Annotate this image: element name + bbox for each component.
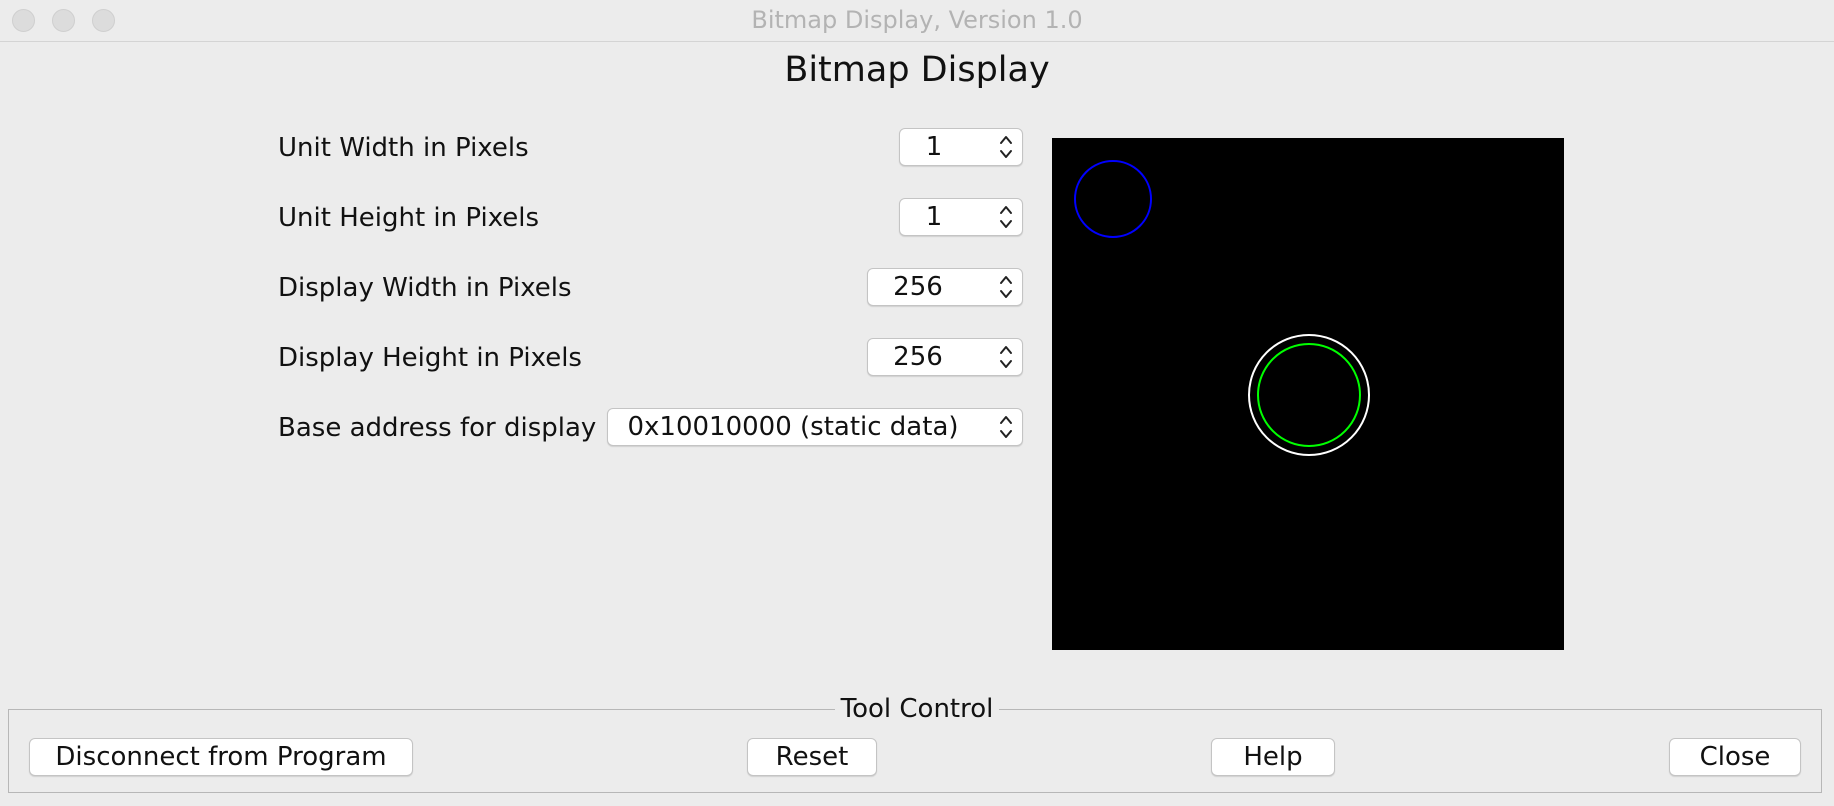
title-bar: Bitmap Display, Version 1.0	[0, 0, 1834, 42]
chevron-updown-icon[interactable]	[998, 412, 1014, 442]
unit-width-label: Unit Width in Pixels	[278, 133, 529, 163]
base-address-label: Base address for display	[278, 413, 597, 443]
display-height-spinner[interactable]: 256	[867, 338, 1023, 376]
base-address-select[interactable]: 0x10010000 (static data)	[607, 408, 1023, 446]
page-title: Bitmap Display	[784, 50, 1050, 90]
display-height-value: 256	[893, 342, 943, 372]
bitmap-display-canvas	[1052, 138, 1564, 650]
unit-height-value: 1	[925, 202, 943, 232]
help-button[interactable]: Help	[1211, 738, 1335, 776]
unit-height-label: Unit Height in Pixels	[278, 203, 540, 233]
display-height-label: Display Height in Pixels	[278, 343, 582, 373]
close-window-icon[interactable]	[12, 9, 35, 32]
display-width-label: Display Width in Pixels	[278, 273, 572, 303]
stepper-arrows-icon[interactable]	[998, 132, 1014, 162]
close-button[interactable]: Close	[1669, 738, 1801, 776]
white-circle	[1248, 334, 1370, 456]
stepper-arrows-icon[interactable]	[998, 272, 1014, 302]
bitmap-canvas-svg	[1074, 160, 1370, 456]
unit-height-spinner[interactable]: 1	[899, 198, 1023, 236]
unit-width-spinner[interactable]: 1	[899, 128, 1023, 166]
disconnect-button[interactable]: Disconnect from Program	[29, 738, 413, 776]
blue-circle	[1074, 160, 1152, 238]
unit-width-value: 1	[925, 132, 943, 162]
base-address-value: 0x10010000 (static data)	[627, 412, 959, 442]
window-title: Bitmap Display, Version 1.0	[751, 6, 1083, 34]
reset-button[interactable]: Reset	[747, 738, 877, 776]
display-width-value: 256	[893, 272, 943, 302]
stepper-arrows-icon[interactable]	[998, 202, 1014, 232]
display-width-spinner[interactable]: 256	[867, 268, 1023, 306]
green-circle	[1257, 343, 1361, 447]
zoom-window-icon[interactable]	[92, 9, 115, 32]
minimize-window-icon[interactable]	[52, 9, 75, 32]
stepper-arrows-icon[interactable]	[998, 342, 1014, 372]
